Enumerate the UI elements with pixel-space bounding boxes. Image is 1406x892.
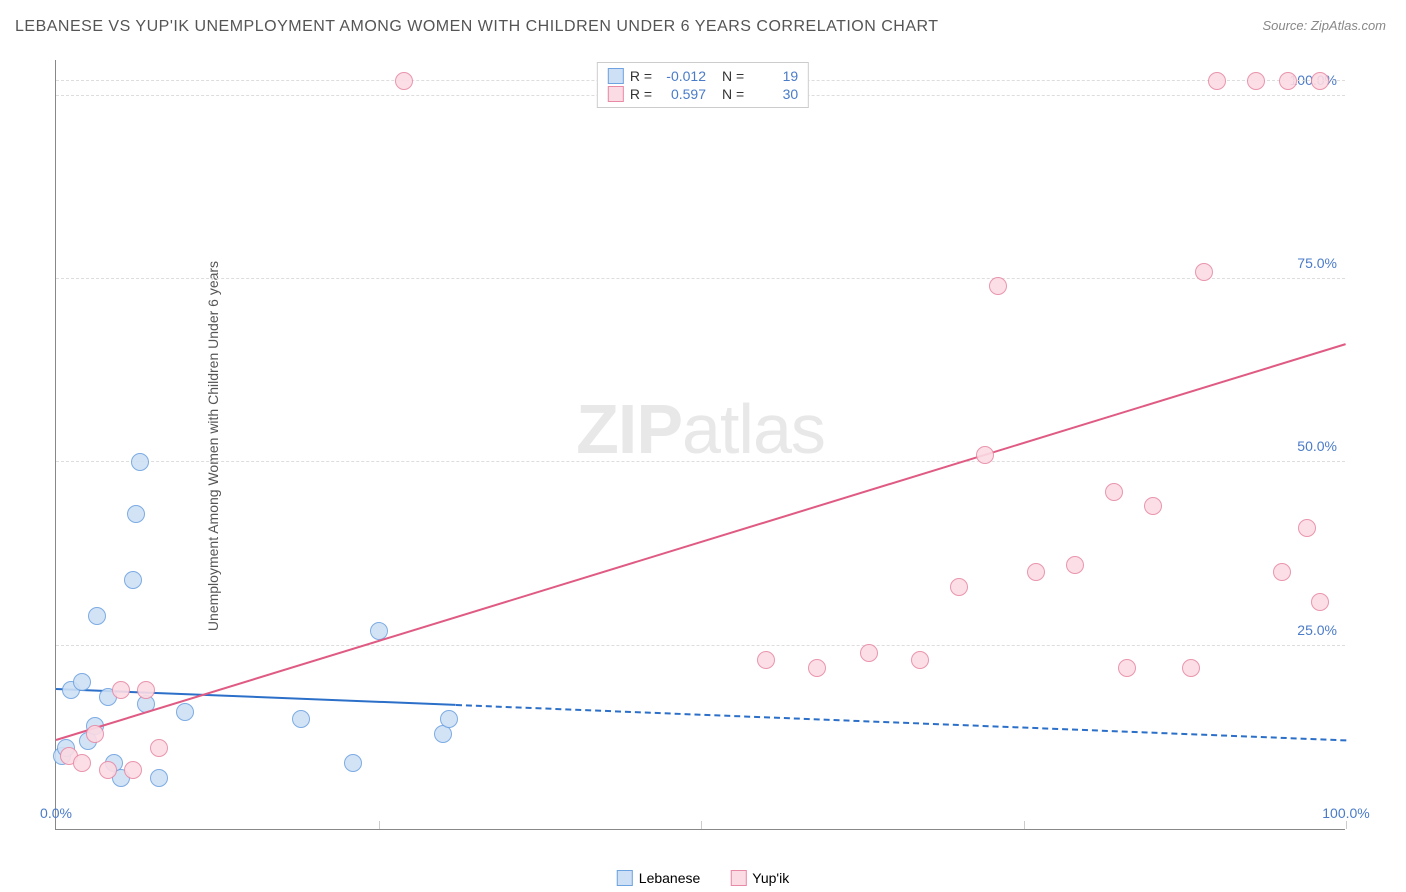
data-point (976, 446, 994, 464)
stats-r-label: R = (630, 68, 652, 84)
data-point (1118, 659, 1136, 677)
data-point (1195, 263, 1213, 281)
watermark: ZIPatlas (576, 389, 825, 469)
grid-line-h (56, 278, 1345, 279)
stats-n-value: 30 (750, 86, 798, 102)
data-point (99, 761, 117, 779)
data-point (860, 644, 878, 662)
y-tick-label: 50.0% (1297, 438, 1337, 454)
series-legend: Lebanese Yup'ik (617, 870, 789, 886)
data-point (292, 710, 310, 728)
regression-line (56, 343, 1347, 741)
legend-label: Yup'ik (752, 870, 789, 886)
stats-n-label: N = (722, 68, 744, 84)
stats-r-value: -0.012 (658, 68, 706, 84)
data-point (73, 754, 91, 772)
data-point (176, 703, 194, 721)
stats-n-value: 19 (750, 68, 798, 84)
data-point (395, 72, 413, 90)
legend-item: Lebanese (617, 870, 701, 886)
data-point (150, 739, 168, 757)
x-tick-mark (1024, 821, 1025, 829)
source-attribution: Source: ZipAtlas.com (1262, 18, 1386, 33)
x-tick-label: 100.0% (1322, 805, 1369, 821)
data-point (124, 571, 142, 589)
data-point (344, 754, 362, 772)
x-tick-mark (701, 821, 702, 829)
data-point (1311, 593, 1329, 611)
stats-r-value: 0.597 (658, 86, 706, 102)
legend-swatch (617, 870, 633, 886)
data-point (1105, 483, 1123, 501)
data-point (808, 659, 826, 677)
stats-legend: R = -0.012 N = 19R = 0.597 N = 30 (597, 62, 809, 108)
stats-swatch (608, 86, 624, 102)
stats-r-label: R = (630, 86, 652, 102)
data-point (131, 453, 149, 471)
regression-line-dashed (456, 704, 1346, 741)
legend-item: Yup'ik (730, 870, 789, 886)
stats-n-label: N = (722, 86, 744, 102)
data-point (911, 651, 929, 669)
stats-row: R = 0.597 N = 30 (608, 85, 798, 103)
scatter-plot: ZIPatlas 25.0%50.0%75.0%100.0%0.0%100.0% (55, 60, 1345, 830)
legend-label: Lebanese (639, 870, 701, 886)
data-point (1027, 563, 1045, 581)
data-point (1144, 497, 1162, 515)
x-tick-label: 0.0% (40, 805, 72, 821)
stats-row: R = -0.012 N = 19 (608, 67, 798, 85)
data-point (124, 761, 142, 779)
data-point (1066, 556, 1084, 574)
data-point (88, 607, 106, 625)
grid-line-h (56, 461, 1345, 462)
stats-swatch (608, 68, 624, 84)
data-point (1247, 72, 1265, 90)
data-point (150, 769, 168, 787)
x-tick-mark (1346, 821, 1347, 829)
data-point (86, 725, 104, 743)
data-point (757, 651, 775, 669)
y-tick-label: 75.0% (1297, 255, 1337, 271)
legend-swatch (730, 870, 746, 886)
y-tick-label: 25.0% (1297, 622, 1337, 638)
data-point (1298, 519, 1316, 537)
data-point (127, 505, 145, 523)
data-point (1279, 72, 1297, 90)
data-point (950, 578, 968, 596)
grid-line-h (56, 645, 1345, 646)
data-point (137, 681, 155, 699)
page-title: LEBANESE VS YUP'IK UNEMPLOYMENT AMONG WO… (15, 18, 939, 36)
data-point (73, 673, 91, 691)
x-tick-mark (379, 821, 380, 829)
data-point (440, 710, 458, 728)
data-point (1311, 72, 1329, 90)
data-point (112, 681, 130, 699)
data-point (1182, 659, 1200, 677)
data-point (1273, 563, 1291, 581)
data-point (1208, 72, 1226, 90)
data-point (989, 277, 1007, 295)
